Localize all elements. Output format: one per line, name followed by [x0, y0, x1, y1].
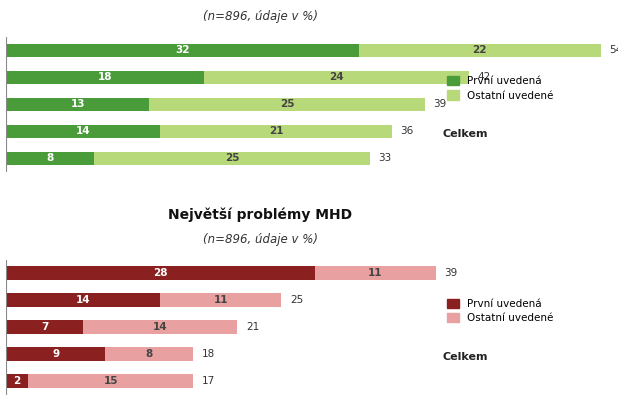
Text: 25: 25 [280, 99, 294, 109]
Bar [160, 125, 392, 138]
Bar [315, 266, 436, 280]
Text: 14: 14 [76, 295, 91, 305]
Text: 24: 24 [329, 72, 344, 83]
Text: 25: 25 [290, 295, 303, 305]
Legend: První uvedená, Ostatní uvedené: První uvedená, Ostatní uvedené [447, 76, 554, 101]
Text: 14: 14 [76, 127, 91, 136]
Text: 17: 17 [202, 376, 216, 386]
Text: 25: 25 [225, 153, 239, 164]
Text: 11: 11 [214, 295, 228, 305]
Text: 21: 21 [269, 127, 283, 136]
Text: 8: 8 [46, 153, 54, 164]
Bar [358, 44, 601, 57]
Bar [6, 98, 150, 111]
Bar [83, 320, 237, 334]
Text: 11: 11 [368, 268, 383, 278]
Text: 21: 21 [246, 322, 260, 332]
Bar [6, 374, 28, 388]
Text: (n=896, údaje v %): (n=896, údaje v %) [203, 233, 318, 246]
Bar [6, 293, 160, 307]
Bar [150, 98, 425, 111]
Text: 32: 32 [175, 46, 190, 55]
Text: (n=896, údaje v %): (n=896, údaje v %) [203, 11, 318, 23]
Text: 39: 39 [433, 99, 447, 109]
Bar [6, 71, 205, 84]
Bar [6, 266, 315, 280]
Bar [28, 374, 193, 388]
Bar [160, 293, 281, 307]
Text: 13: 13 [70, 99, 85, 109]
Text: 18: 18 [98, 72, 112, 83]
Legend: První uvedená, Ostatní uvedené: První uvedená, Ostatní uvedené [447, 298, 554, 323]
Text: 9: 9 [52, 349, 59, 359]
Text: Celkem: Celkem [442, 352, 488, 362]
Text: 28: 28 [153, 268, 167, 278]
Text: 2: 2 [14, 376, 21, 386]
Bar [95, 152, 370, 165]
Bar [6, 152, 95, 165]
Bar [6, 125, 160, 138]
Bar [205, 71, 468, 84]
Text: 42: 42 [478, 72, 491, 83]
Text: 22: 22 [472, 46, 487, 55]
Text: 36: 36 [400, 127, 413, 136]
Text: 33: 33 [378, 153, 392, 164]
Bar [105, 347, 193, 361]
Bar [6, 320, 83, 334]
Bar [6, 44, 358, 57]
Text: Celkem: Celkem [442, 129, 488, 139]
Text: 15: 15 [104, 376, 118, 386]
Text: 8: 8 [146, 349, 153, 359]
Text: 39: 39 [444, 268, 458, 278]
Text: Největší problémy MHD: Největší problémy MHD [169, 207, 353, 222]
Bar [6, 347, 105, 361]
Text: 18: 18 [202, 349, 216, 359]
Text: 54: 54 [609, 46, 618, 55]
Text: 14: 14 [153, 322, 167, 332]
Text: 7: 7 [41, 322, 48, 332]
